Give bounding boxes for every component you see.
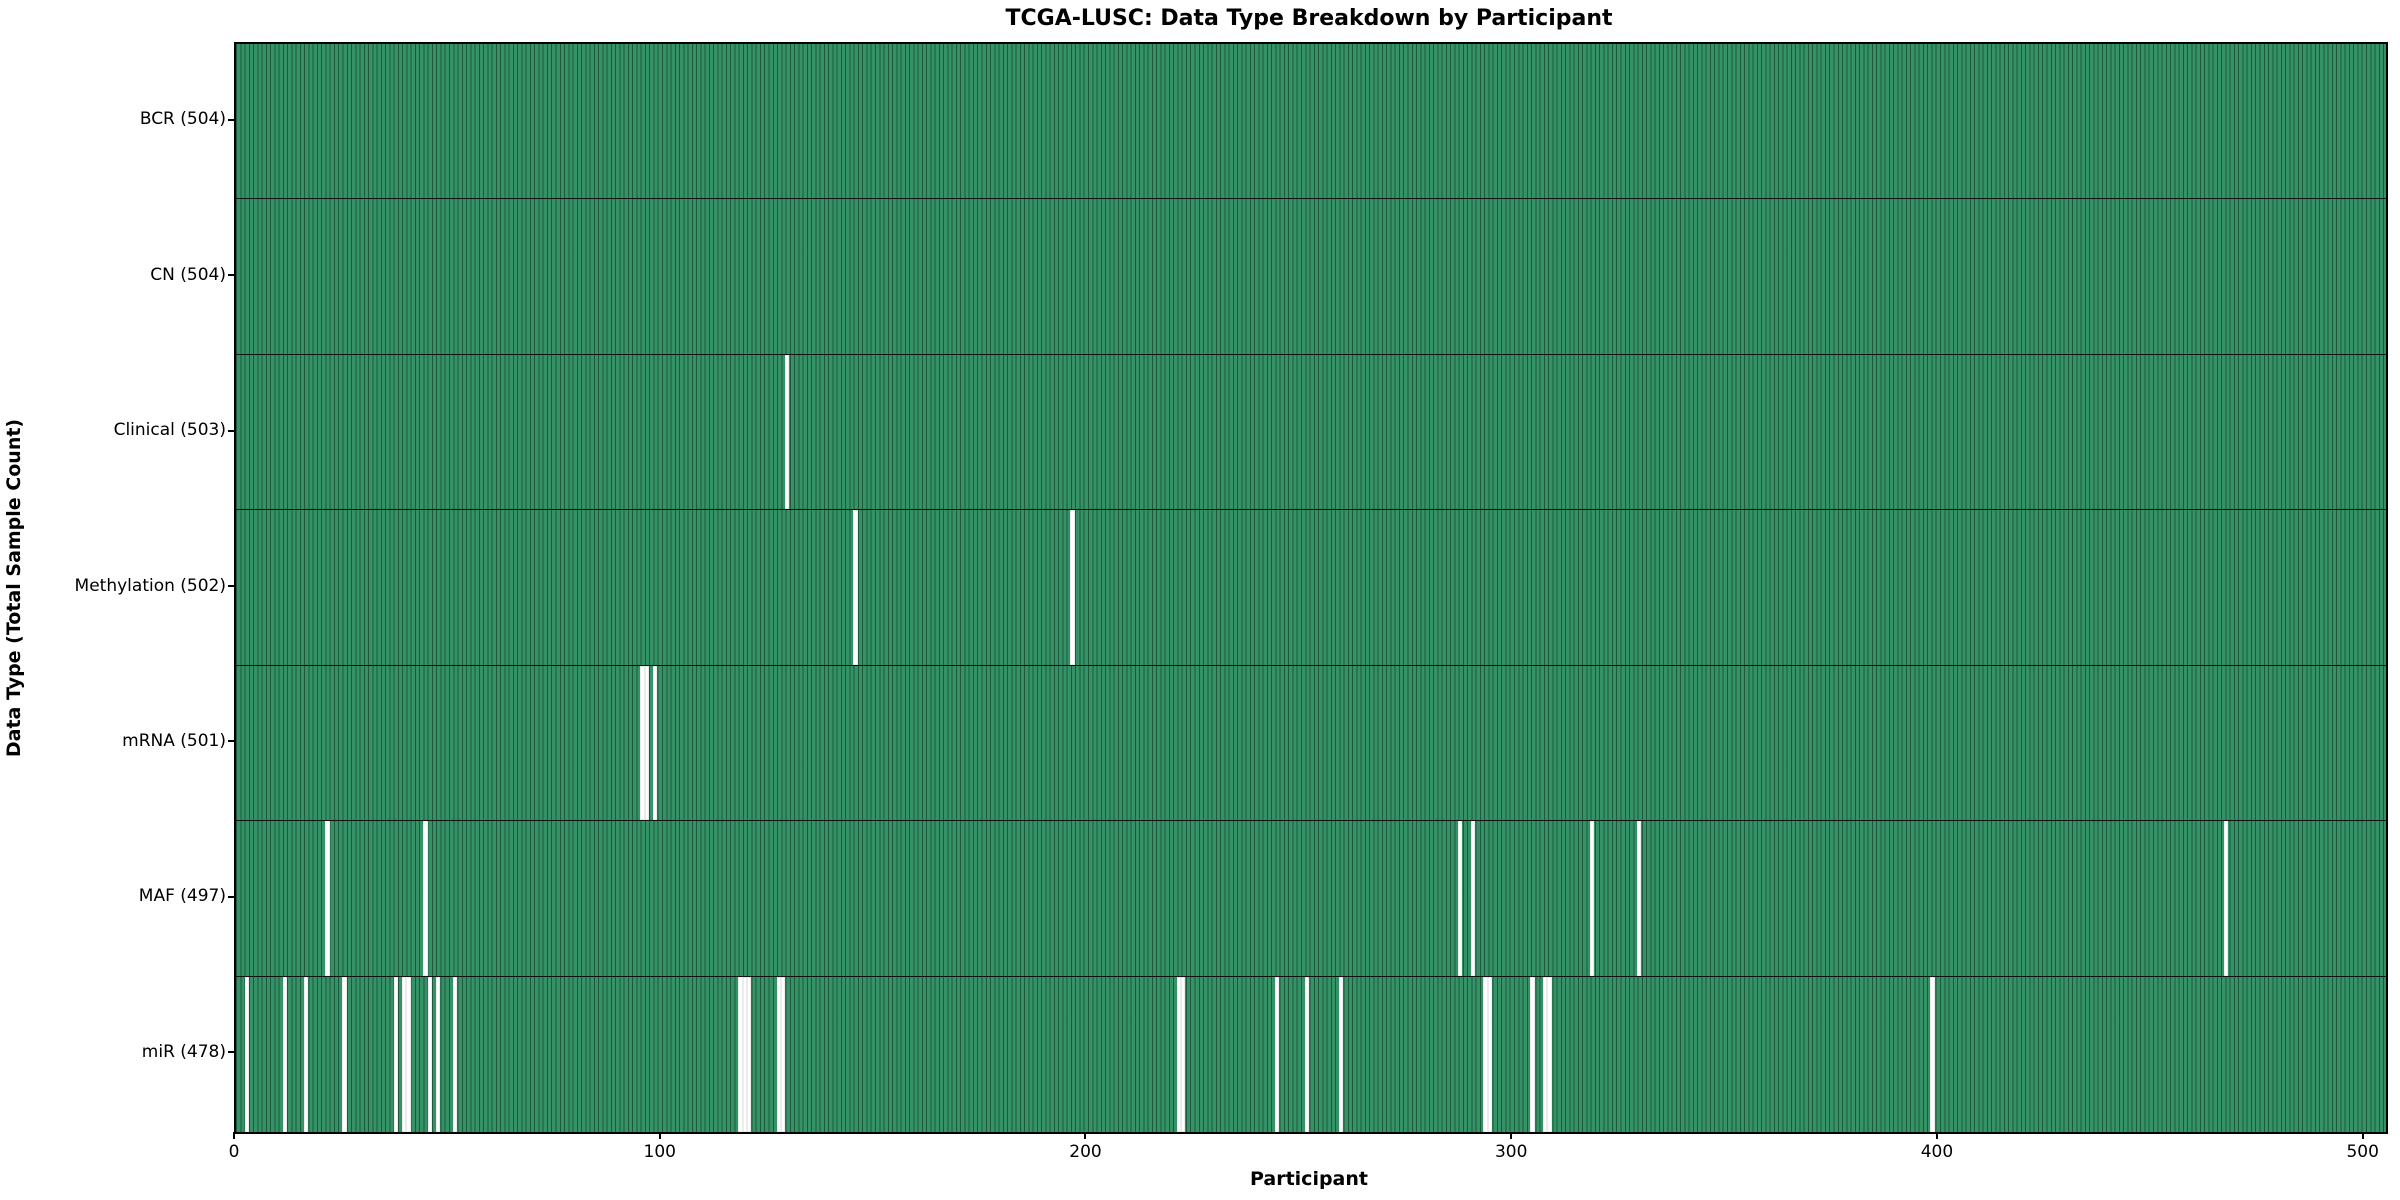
absent-marker — [1338, 976, 1343, 1132]
y-tick-label: mRNA (501) — [122, 730, 226, 751]
chart-title: TCGA-LUSC: Data Type Breakdown by Partic… — [1005, 6, 1613, 31]
absent-marker — [742, 976, 747, 1132]
y-tick-mark — [228, 118, 234, 121]
absent-marker — [1543, 976, 1548, 1132]
y-tick-mark — [228, 740, 234, 743]
x-tick-label: 300 — [1494, 1142, 1528, 1162]
y-tick-mark — [228, 585, 234, 587]
absent-marker — [282, 976, 288, 1132]
absent-marker — [1530, 976, 1535, 1132]
absent-marker — [393, 976, 398, 1132]
y-tick-label: Methylation (502) — [74, 575, 226, 596]
y-tick-label: BCR (504) — [139, 109, 226, 130]
chart-row-MAF — [236, 821, 2386, 977]
absent-marker — [780, 976, 786, 1132]
x-tick-mark — [233, 1132, 235, 1139]
plot-area: Present Absent — [234, 42, 2388, 1134]
absent-marker — [1274, 976, 1280, 1132]
absent-marker — [427, 976, 432, 1132]
y-tick-mark — [228, 274, 234, 277]
absent-marker — [1176, 976, 1182, 1132]
y-tick-label: CN (504) — [150, 264, 226, 285]
absent-marker — [453, 976, 458, 1132]
absent-marker — [244, 976, 249, 1132]
absent-marker — [406, 976, 411, 1132]
absent-marker — [342, 976, 347, 1132]
absent-marker — [1589, 821, 1595, 976]
x-tick-mark — [2361, 1132, 2364, 1139]
absent-marker — [653, 665, 658, 821]
absent-marker — [644, 665, 649, 821]
absent-marker — [776, 976, 781, 1132]
x-tick-mark — [1510, 1132, 1513, 1139]
chart-row-mRNA — [236, 665, 2386, 822]
absent-marker — [325, 821, 330, 976]
absent-marker — [1470, 821, 1475, 976]
chart-row-Methylation — [236, 510, 2386, 666]
x-tick-label: 0 — [228, 1142, 240, 1162]
absent-marker — [1457, 821, 1463, 976]
absent-marker — [1930, 976, 1935, 1132]
x-tick-label: 200 — [1069, 1142, 1102, 1162]
absent-marker — [640, 665, 645, 821]
chart-row-BCR — [236, 44, 2386, 200]
absent-marker — [746, 976, 752, 1132]
absent-marker — [1304, 976, 1309, 1132]
absent-marker — [853, 510, 858, 665]
absent-marker — [402, 976, 407, 1132]
absent-marker — [436, 976, 441, 1132]
y-tick-mark — [228, 895, 234, 898]
y-tick-label: MAF (497) — [138, 886, 226, 907]
chart-row-miR — [236, 976, 2386, 1132]
x-tick-mark — [1935, 1132, 1938, 1139]
x-tick-mark — [658, 1132, 661, 1139]
absent-marker — [1483, 976, 1488, 1132]
x-tick-label: 400 — [1920, 1142, 1954, 1162]
y-tick-mark — [228, 1051, 234, 1054]
absent-marker — [1547, 976, 1552, 1132]
chart-row-CN — [236, 199, 2386, 355]
absent-marker — [1636, 821, 1641, 976]
x-tick-label: 100 — [643, 1142, 676, 1162]
absent-marker — [423, 821, 428, 976]
absent-marker — [1487, 976, 1492, 1132]
absent-marker — [304, 976, 309, 1132]
x-tick-mark — [1084, 1132, 1087, 1139]
chart-row-Clinical — [236, 354, 2386, 511]
absent-marker — [785, 354, 790, 510]
absent-marker — [738, 976, 743, 1132]
x-tick-label: 500 — [2346, 1142, 2379, 1162]
y-tick-label: miR (478) — [141, 1041, 226, 1062]
absent-marker — [1070, 510, 1075, 665]
absent-marker — [2224, 821, 2229, 976]
absent-marker — [1181, 976, 1186, 1132]
y-tick-mark — [228, 429, 234, 432]
x-axis-label: Participant — [1249, 1168, 1368, 1190]
y-tick-label: Clinical (503) — [113, 420, 226, 441]
